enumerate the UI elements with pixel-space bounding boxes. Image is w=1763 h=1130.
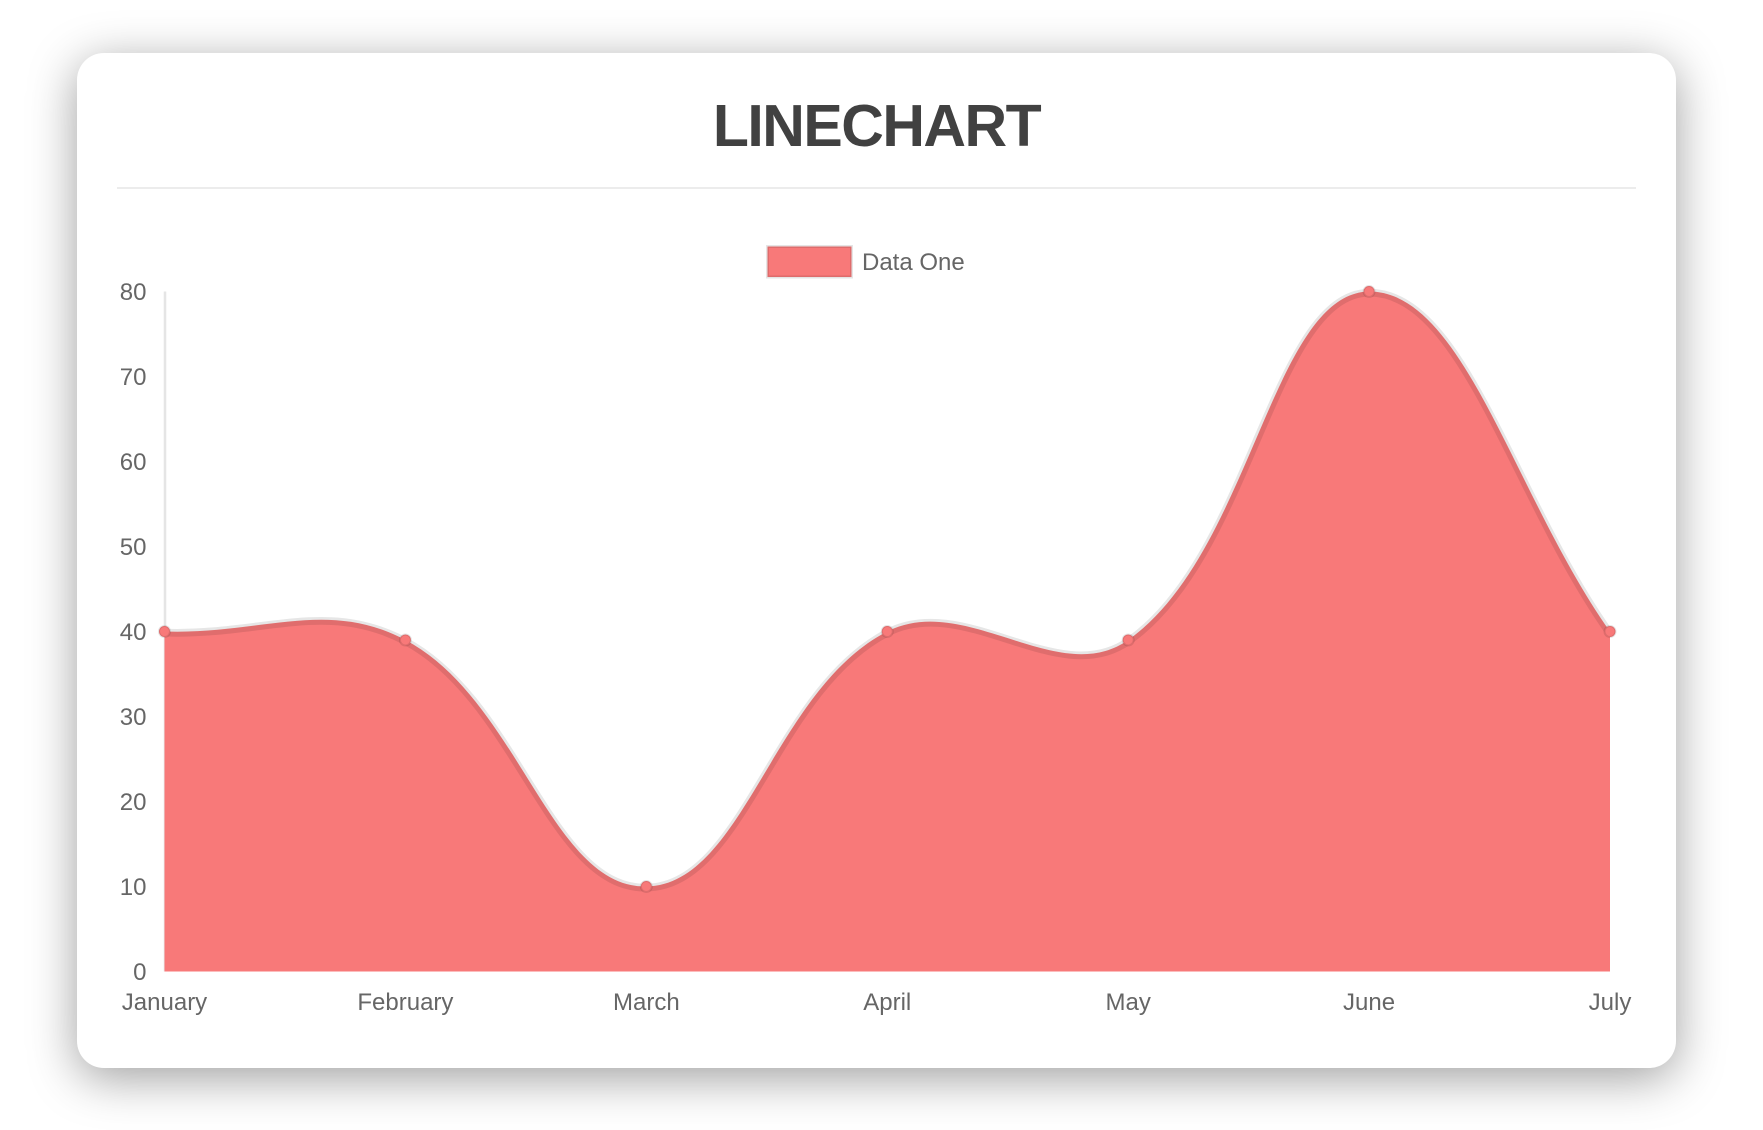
svg-text:60: 60 [120,449,147,476]
svg-text:50: 50 [120,534,147,561]
svg-text:April: April [863,989,911,1016]
svg-text:10: 10 [120,874,147,901]
svg-text:February: February [357,989,453,1016]
svg-text:30: 30 [120,704,147,731]
svg-text:May: May [1105,989,1150,1016]
svg-text:January: January [122,989,207,1016]
svg-text:70: 70 [120,364,147,391]
svg-text:0: 0 [133,959,146,986]
svg-text:June: June [1343,989,1395,1016]
svg-text:20: 20 [120,789,147,816]
svg-text:40: 40 [120,619,147,646]
svg-text:80: 80 [120,279,147,306]
svg-text:July: July [1589,989,1632,1016]
svg-text:March: March [613,989,680,1016]
svg-text:Data One: Data One [862,249,965,276]
